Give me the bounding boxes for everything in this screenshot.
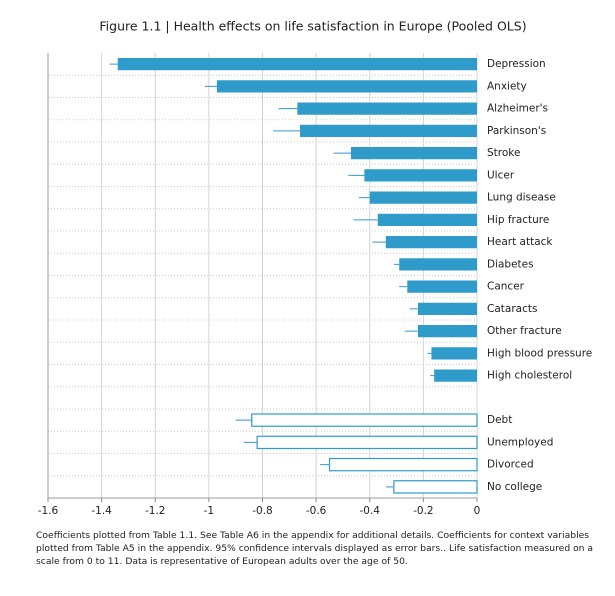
category-label: Unemployed	[487, 436, 553, 448]
category-label: Hip fracture	[487, 214, 549, 226]
category-label: No college	[487, 481, 542, 493]
category-label: Lung disease	[487, 192, 556, 204]
bar	[117, 58, 478, 71]
bar	[393, 480, 478, 494]
category-label: Depression	[487, 58, 546, 70]
bar	[434, 369, 477, 382]
chart: Figure 1.1 | Health effects on life sati…	[38, 19, 593, 518]
x-tick-label: -1.6	[38, 505, 59, 517]
category-label: Debt	[487, 414, 512, 426]
bar	[350, 147, 477, 160]
category-label: Other fracture	[487, 325, 562, 337]
x-tick-label: -1.2	[145, 505, 166, 517]
category-label: Cancer	[487, 281, 525, 293]
bar	[251, 413, 478, 427]
category-label: High blood pressure	[487, 347, 592, 359]
x-tick-label: -0.8	[252, 505, 273, 517]
bar	[369, 191, 477, 204]
x-tick-label: -0.4	[360, 505, 381, 517]
category-label: Alzheimer's	[487, 103, 548, 115]
bar	[300, 124, 477, 137]
category-label: Divorced	[487, 459, 534, 471]
x-tick-label: -1.4	[91, 505, 112, 517]
category-label: Diabetes	[487, 258, 534, 270]
category-label: Cataracts	[487, 303, 537, 315]
category-label: Parkinson's	[487, 125, 546, 137]
bar	[418, 302, 477, 315]
x-tick-label: -0.2	[413, 505, 434, 517]
category-label: Heart attack	[487, 236, 553, 248]
bar	[297, 102, 477, 115]
bar	[364, 169, 477, 182]
chart-title: Figure 1.1 | Health effects on life sati…	[99, 19, 526, 34]
bar	[399, 258, 477, 271]
chart-note: Coefficients plotted from Table 1.1. See…	[36, 530, 594, 567]
category-label: Ulcer	[487, 169, 515, 181]
bar	[418, 325, 477, 338]
bar	[385, 236, 477, 249]
bar	[328, 457, 478, 472]
bar	[407, 280, 477, 293]
x-tick-label: -0.6	[306, 505, 327, 517]
bar	[431, 347, 477, 360]
bar	[377, 213, 477, 226]
bar	[216, 80, 477, 93]
category-label: Stroke	[487, 147, 520, 159]
category-label: High cholesterol	[487, 370, 572, 382]
bar	[256, 435, 478, 450]
category-label: Anxiety	[487, 80, 527, 92]
x-tick-label: -1	[204, 505, 214, 517]
x-tick-label: 0	[474, 505, 481, 517]
